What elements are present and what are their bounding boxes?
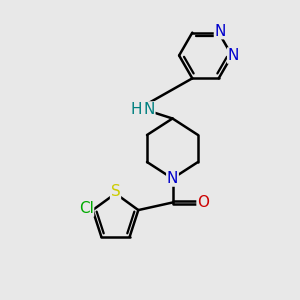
Text: O: O: [197, 195, 209, 210]
Text: N: N: [143, 102, 155, 117]
Text: H: H: [131, 102, 142, 117]
Text: Cl: Cl: [79, 201, 94, 216]
Text: N: N: [228, 48, 239, 63]
Text: S: S: [111, 184, 120, 200]
Text: N: N: [167, 171, 178, 186]
Text: N: N: [214, 24, 226, 39]
